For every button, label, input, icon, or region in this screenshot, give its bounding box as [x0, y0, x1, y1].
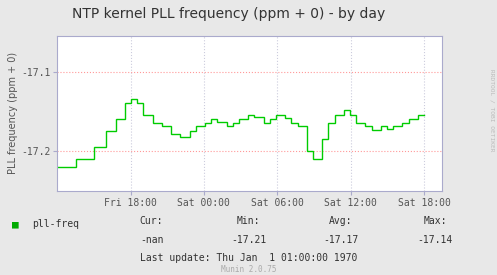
Text: Min:: Min:	[237, 216, 260, 226]
Text: -nan: -nan	[140, 235, 164, 245]
Text: -17.21: -17.21	[231, 235, 266, 245]
Text: RRDTOOL / TOBI OETIKER: RRDTOOL / TOBI OETIKER	[490, 69, 495, 151]
Text: Munin 2.0.75: Munin 2.0.75	[221, 265, 276, 274]
Y-axis label: PLL frequency (ppm + 0): PLL frequency (ppm + 0)	[8, 52, 18, 175]
Text: Cur:: Cur:	[140, 216, 164, 226]
Text: -17.14: -17.14	[417, 235, 452, 245]
Text: Avg:: Avg:	[329, 216, 352, 226]
Text: pll-freq: pll-freq	[32, 219, 80, 229]
Text: Last update: Thu Jan  1 01:00:00 1970: Last update: Thu Jan 1 01:00:00 1970	[140, 253, 357, 263]
Text: Max:: Max:	[423, 216, 447, 226]
Text: -17.17: -17.17	[323, 235, 358, 245]
Text: NTP kernel PLL frequency (ppm + 0) - by day: NTP kernel PLL frequency (ppm + 0) - by …	[72, 7, 385, 21]
Text: ■: ■	[12, 219, 19, 229]
